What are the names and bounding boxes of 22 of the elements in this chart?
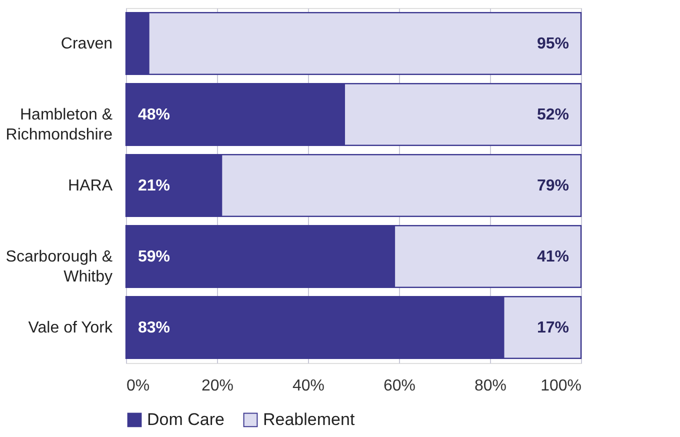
x-tick-label: 60% — [383, 378, 416, 394]
x-tick-label: 100% — [540, 378, 582, 394]
y-tick-label: Hambleton & Richmondshire — [6, 106, 113, 144]
y-tick-label: Craven — [60, 36, 112, 52]
data-label: 41% — [536, 248, 569, 266]
legend-label: Dom Care — [147, 410, 224, 429]
data-label: 79% — [536, 178, 569, 194]
data-label: 52% — [536, 106, 569, 124]
legend-label: Reablement — [263, 410, 355, 429]
data-label: 17% — [536, 320, 569, 336]
data-label: 59% — [138, 248, 170, 266]
x-tick-label: 0% — [126, 378, 150, 394]
x-tick-label: 80% — [474, 378, 507, 394]
y-tick-label: Vale of York — [28, 320, 114, 336]
y-tick-label: Scarborough & Whitby — [6, 248, 113, 286]
data-label: 48% — [138, 106, 170, 124]
y-tick-label: HARA — [68, 178, 113, 194]
x-tick-label: 40% — [292, 378, 325, 394]
data-label: 21% — [138, 178, 170, 194]
data-label: 83% — [138, 320, 170, 336]
data-label: 95% — [536, 36, 569, 52]
x-tick-label: 20% — [201, 378, 234, 394]
